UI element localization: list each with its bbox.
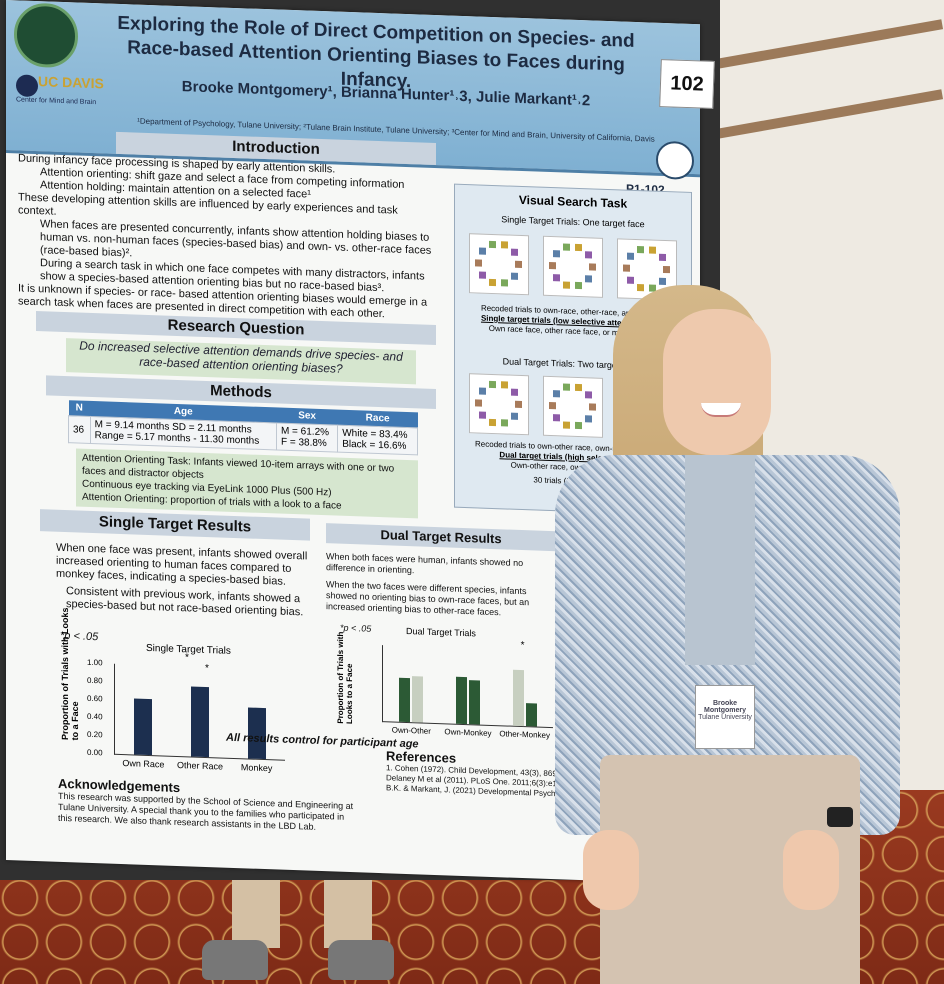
search-array [469, 233, 529, 296]
wall-trim [704, 19, 944, 71]
name-badge: Brooke Montgomery Tulane University [695, 685, 755, 749]
array-item [659, 277, 667, 285]
single-target-chart: Single Target Trials Proportion of Trial… [60, 607, 306, 778]
array-item [552, 250, 560, 258]
array-item [663, 265, 670, 274]
dual-x-tick: Own-Other [391, 725, 431, 736]
array-item [511, 248, 519, 257]
dual-bar [525, 703, 537, 727]
dual-bar [412, 676, 424, 723]
introduction-text: During infancy face processing is shaped… [18, 152, 432, 321]
array-item [501, 381, 509, 389]
single-x-tick: Other Race [176, 759, 223, 772]
array-item [478, 387, 486, 395]
single-y-tick: 0.20 [87, 729, 103, 740]
array-item [501, 241, 509, 249]
dual-chart-ylabel: Proportion of Trials with Looks to a Fac… [336, 631, 354, 725]
single-y-tick: 1.00 [87, 657, 103, 668]
array-item [478, 411, 486, 419]
array-item [515, 260, 522, 269]
array-item [626, 276, 634, 284]
single-results-heading: Single Target Results [40, 509, 310, 541]
shirt [685, 455, 755, 665]
single-results-text: When one face was present, infants showe… [56, 541, 308, 619]
array-item [623, 264, 630, 272]
dual-plot-area: Own-Other Own-Monkey Other-Monkey * [382, 640, 553, 740]
single-y-tick: 0.00 [87, 747, 103, 758]
face [663, 309, 771, 455]
array-item [501, 279, 509, 287]
array-item [626, 252, 634, 261]
array-item [478, 247, 486, 255]
array-item [562, 243, 570, 251]
array-item [488, 380, 496, 389]
lab-logo [14, 2, 78, 69]
smile [701, 403, 741, 417]
search-array [469, 373, 529, 436]
dual-chart-title: Dual Target Trials [406, 625, 476, 639]
single-bar [134, 698, 153, 756]
board-number-tag: 102 [659, 59, 715, 109]
tulane-brain-seal [656, 140, 694, 181]
array-item [552, 273, 560, 282]
dual-bar [456, 676, 467, 725]
array-item [589, 263, 596, 271]
dual-target-chart: Dual Target Trials Proportion of Trials … [336, 624, 566, 752]
watch-icon [827, 807, 853, 827]
array-item [511, 272, 519, 280]
array-item [575, 243, 583, 252]
methods-task-box: Attention Orienting Task: Infants viewed… [76, 448, 418, 519]
array-item [659, 254, 667, 262]
single-sig-mark: * [185, 652, 189, 664]
dual-sig-mark: * [520, 639, 525, 652]
left-hand [583, 830, 639, 910]
array-item [511, 412, 519, 420]
single-x-tick: Own Race [122, 758, 165, 770]
array-item [585, 251, 593, 259]
single-x-tick: Monkey [240, 762, 273, 774]
dual-results-text: When both faces were human, infants show… [326, 551, 530, 618]
presenter: Brooke Montgomery Tulane University [555, 285, 900, 984]
single-y-tick: 0.40 [87, 711, 103, 722]
right-hand [783, 830, 839, 910]
array-item [501, 419, 509, 427]
methods-table: N Age Sex Race 36 M = 9.14 months SD = 2… [68, 400, 418, 455]
dual-x-tick: Other-Monkey [499, 729, 550, 740]
array-item [478, 271, 486, 279]
array-item [636, 245, 644, 254]
single-bar [191, 686, 209, 758]
dual-bar [512, 669, 524, 727]
dual-results-heading: Dual Target Results [326, 523, 556, 552]
array-item [515, 400, 522, 409]
array-item [549, 261, 556, 270]
dual-x-tick: Own-Monkey [444, 727, 492, 738]
single-sig-mark: * [205, 662, 209, 675]
array-item [585, 274, 593, 283]
array-item [488, 278, 496, 287]
dual-bar [399, 677, 411, 723]
array-item [475, 399, 482, 407]
array-item [649, 246, 657, 254]
single-plot-area: Own Race Other Race Monkey 1.00 0.80 0.60 0.40… [87, 652, 285, 773]
single-y-tick: 0.80 [87, 675, 103, 686]
array-item [475, 259, 482, 267]
single-chart-ylabel: Proportion of Trials with Looks to a Fac… [60, 607, 80, 741]
wall-trim [704, 89, 944, 141]
single-y-tick: 0.60 [87, 693, 103, 704]
array-item [488, 418, 496, 427]
array-item [511, 388, 519, 397]
acknowledgements: Acknowledgements This research was suppo… [58, 776, 358, 834]
dual-bar [469, 680, 480, 725]
array-item [488, 240, 496, 249]
